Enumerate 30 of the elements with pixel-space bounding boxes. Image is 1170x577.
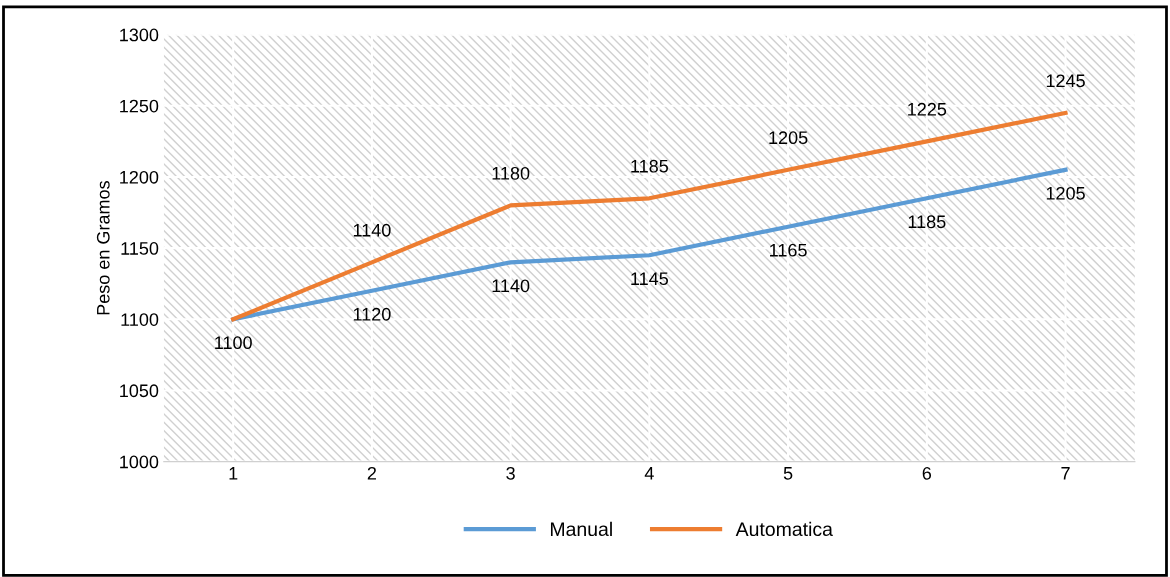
y-tick-label: 1250 — [120, 99, 159, 113]
y-tick-label: 1300 — [120, 28, 159, 42]
data-label: 1165 — [770, 243, 807, 257]
x-tick-label: 2 — [367, 466, 377, 480]
legend-label: Automatica — [735, 521, 833, 537]
y-tick-label: 1000 — [120, 455, 159, 469]
y-axis-title: Peso en Gramos — [96, 181, 110, 315]
data-label: 1180 — [492, 166, 530, 180]
x-tick-label: 5 — [783, 467, 793, 480]
y-tick-label: 1050 — [120, 384, 159, 398]
x-tick-label: 7 — [1061, 467, 1070, 480]
y-tick-label: 1200 — [120, 170, 159, 184]
data-label: 1185 — [908, 215, 946, 229]
x-tick-label: 3 — [506, 466, 515, 480]
data-label: 1145 — [631, 272, 669, 286]
legend-label: Manual — [550, 521, 612, 537]
x-tick-label: 6 — [922, 466, 932, 480]
data-label: 1100 — [215, 336, 252, 350]
x-tick-label: 1 — [229, 467, 238, 480]
data-label: 1225 — [908, 102, 947, 116]
data-label: 1140 — [492, 279, 530, 293]
data-label: 1205 — [769, 131, 808, 145]
x-tick-label: 4 — [644, 467, 654, 480]
data-label: 1205 — [1046, 186, 1085, 200]
data-label: 1185 — [631, 159, 669, 173]
data-label: 1245 — [1046, 74, 1085, 88]
y-tick-label: 1150 — [121, 242, 159, 255]
data-label: 1140 — [353, 223, 391, 237]
y-tick-label: 1100 — [121, 313, 159, 326]
data-label: 1120 — [353, 307, 391, 321]
